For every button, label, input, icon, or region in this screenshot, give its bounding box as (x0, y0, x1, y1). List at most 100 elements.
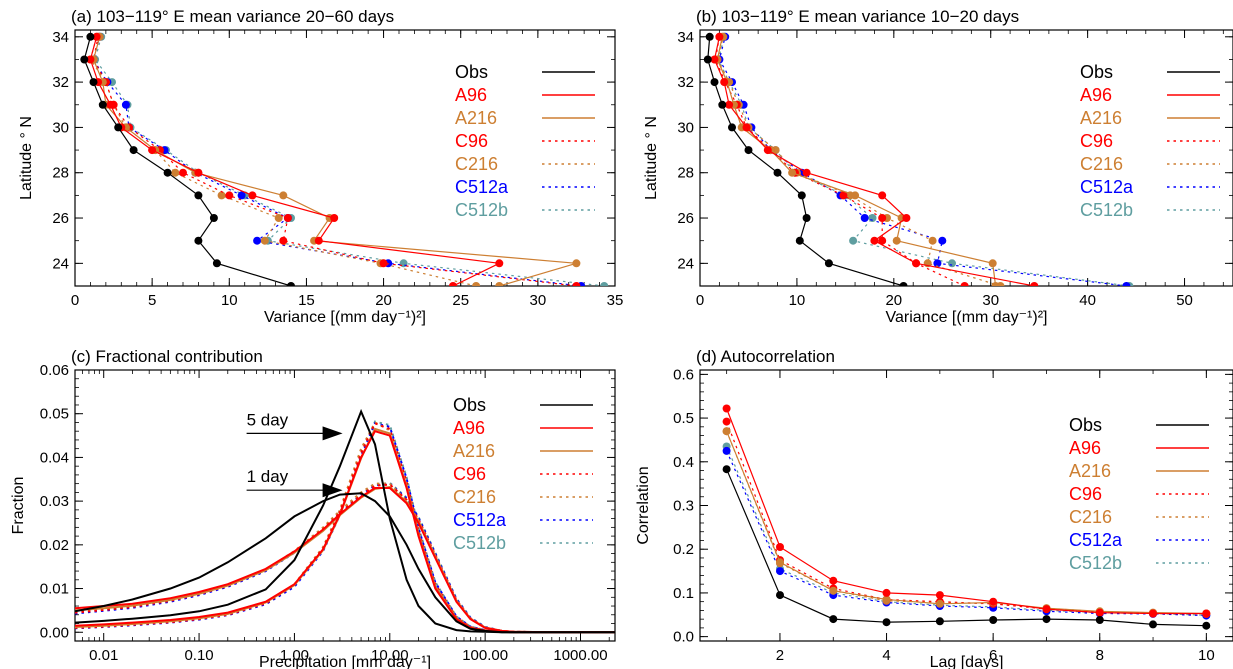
x-tick-label: 40 (1079, 292, 1096, 309)
series-line-A96 (89, 36, 502, 286)
series-line-Obs (707, 36, 904, 286)
series-line-A216 (92, 36, 577, 286)
data-point-Obs (829, 615, 838, 624)
chart-title: (c) Fractional contribution (71, 347, 263, 366)
series-line-C512a (92, 36, 582, 286)
legend-label-Obs: Obs (1080, 62, 1113, 82)
x-tick-label: 5 (148, 292, 156, 309)
data-point-A96 (92, 32, 101, 41)
data-point-Obs (1149, 620, 1157, 629)
data-point-Obs (744, 146, 753, 155)
data-point-C512b (948, 259, 956, 268)
legend-label-A216: A216 (455, 108, 497, 128)
legend: Obs A96 A216 C96 C216 C512a C512b (1080, 62, 1220, 220)
data-point-Obs (98, 100, 107, 109)
data-point-Obs (705, 32, 714, 41)
y-tick-label: 0.1 (673, 585, 694, 602)
y-tick-label: 0.4 (673, 454, 694, 471)
data-point-A96 (902, 214, 911, 222)
series-line-C96 (726, 421, 1207, 615)
chart-title: (d) Autocorrelation (696, 347, 835, 366)
data-point-A96 (1042, 605, 1051, 614)
y-tick-label: 28 (677, 165, 694, 182)
axes-frame (74, 29, 616, 287)
data-point-A216 (851, 191, 860, 200)
data-point-C512a (1122, 282, 1131, 286)
legend-label-Obs: Obs (453, 395, 486, 415)
data-point-C96 (878, 236, 887, 245)
data-point-Obs (802, 214, 811, 222)
data-point-A216 (495, 282, 504, 286)
data-point-A96 (1095, 608, 1104, 617)
y-tick-label: 34 (52, 29, 69, 46)
data-point-A96 (248, 191, 257, 200)
data-point-C512b (849, 236, 858, 245)
data-point-A96 (989, 597, 998, 606)
data-point-A96 (148, 146, 157, 155)
y-tick-label: 0.06 (40, 362, 69, 379)
data-point-C512a (121, 100, 130, 109)
data-point-C96 (722, 417, 731, 426)
data-point-Obs (209, 214, 218, 222)
series-line-A216 (726, 430, 1207, 615)
series-line-Obs-5day (75, 408, 615, 634)
data-point-C216 (274, 214, 283, 222)
y-tick-label: 0.05 (40, 406, 69, 423)
data-point-A216 (279, 191, 288, 200)
series-line-C216-1day (75, 482, 615, 634)
data-point-C96 (960, 282, 969, 286)
y-tick-label: 30 (677, 119, 694, 136)
data-point-C216 (217, 191, 226, 200)
legend-label-Obs: Obs (455, 62, 488, 82)
panel-b: (b) 103−119° E mean variance 10−20 days 0… (643, 7, 1233, 326)
data-point-A96 (330, 214, 339, 222)
chart-title: (b) 103−119° E mean variance 10−20 days (696, 7, 1019, 26)
y-tick-label: 0.02 (40, 537, 69, 554)
data-point-C216 (260, 236, 269, 245)
annotation-arrow-head (322, 426, 343, 441)
series-line-Obs (83, 36, 292, 286)
legend-label-C512b: C512b (455, 200, 508, 220)
data-point-Obs (1095, 616, 1104, 624)
legend-label-C96: C96 (453, 464, 486, 484)
data-point-A96 (882, 588, 891, 597)
legend-label-C216: C216 (455, 154, 498, 174)
data-point-A216 (722, 427, 731, 436)
legend-label-A216: A216 (1069, 461, 1111, 481)
legend-label-Obs: Obs (1069, 415, 1102, 435)
data-point-Obs (728, 123, 736, 132)
data-point-A96 (106, 100, 115, 109)
data-point-C96 (283, 214, 292, 222)
legend-label-A216: A216 (1080, 108, 1122, 128)
x-tick-label: 1.00 (280, 647, 309, 664)
data-point-C512a (938, 236, 947, 245)
x-tick-label: 1000.00 (553, 647, 607, 664)
data-point-A96 (715, 32, 724, 41)
data-point-C96 (878, 214, 887, 222)
x-axis-label: Variance [(mm day⁻¹)²] (886, 309, 1048, 326)
data-point-Obs (882, 618, 891, 627)
x-axis-label: Lag [days] (930, 654, 1004, 669)
data-point-C96 (839, 191, 848, 200)
y-tick-label: 34 (677, 29, 694, 46)
data-point-A216 (776, 558, 784, 567)
y-tick-label: 0.04 (40, 449, 69, 466)
x-tick-label: 6 (989, 647, 997, 664)
data-point-A216 (991, 282, 1000, 286)
x-axis-label: Precipitation [mm day⁻¹] (259, 654, 431, 669)
panel-d: (d) Autocorrelation 2 4 6 8 10 0.0 0.1 0.2 0.3 0.4… (635, 347, 1233, 669)
data-point-Obs (989, 616, 998, 624)
data-point-Obs (80, 55, 89, 64)
data-point-A96 (86, 55, 95, 64)
x-tick-label: 0 (696, 292, 704, 309)
data-point-A96 (829, 576, 838, 585)
legend-label-C216: C216 (453, 487, 496, 507)
x-tick-label: 25 (452, 292, 469, 309)
series-line-A96 (726, 408, 1207, 615)
series-line-A216 (716, 36, 997, 286)
data-point-Obs (89, 78, 98, 87)
data-point-Obs (1042, 615, 1051, 624)
y-axis-label: Correlation (635, 466, 652, 544)
data-point-A96 (710, 55, 719, 64)
